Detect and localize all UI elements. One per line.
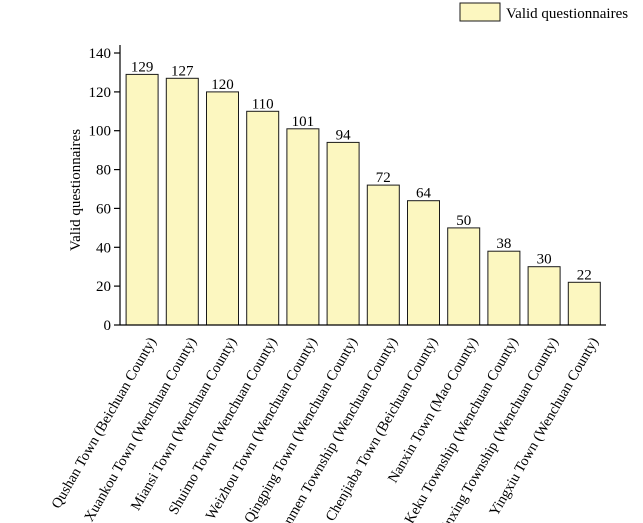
bar-3 [246,110,280,326]
data-label-6: 72 [376,170,391,186]
legend-label: Valid questionnaires [506,6,628,22]
data-label-11: 22 [577,267,592,283]
legend-swatch [459,2,501,22]
y-tick-label-2: 40 [96,240,111,256]
legend: Valid questionnaires [459,2,628,22]
data-label-5: 94 [336,127,352,143]
bar-10 [527,266,561,326]
data-label-10: 30 [537,252,552,268]
data-label-9: 38 [496,236,511,252]
y-tick-label-6: 120 [89,85,112,101]
y-tick-label-7: 140 [89,46,112,62]
y-tick-label-3: 60 [96,201,111,217]
y-axis-title: Valid questionnaires [68,129,84,251]
bar-7 [407,200,440,326]
data-label-3: 110 [252,96,274,112]
data-label-2: 120 [211,77,234,93]
bar-2 [206,91,239,326]
bar-5 [326,141,360,326]
bar-0 [125,73,159,326]
data-label-0: 129 [131,59,154,75]
y-tick-label-0: 0 [104,318,112,334]
bar-6 [366,184,400,326]
data-label-1: 127 [171,63,194,79]
y-tick-label-5: 100 [89,124,112,140]
bar-4 [286,128,320,326]
data-label-7: 64 [416,186,432,202]
y-tick-label-4: 80 [96,163,111,179]
bar-11 [567,281,601,326]
bar-1 [165,77,199,326]
data-label-4: 101 [292,114,315,130]
bar-8 [447,227,481,326]
bar-9 [487,250,521,326]
data-label-8: 50 [456,213,471,229]
y-tick-label-1: 20 [96,279,111,295]
